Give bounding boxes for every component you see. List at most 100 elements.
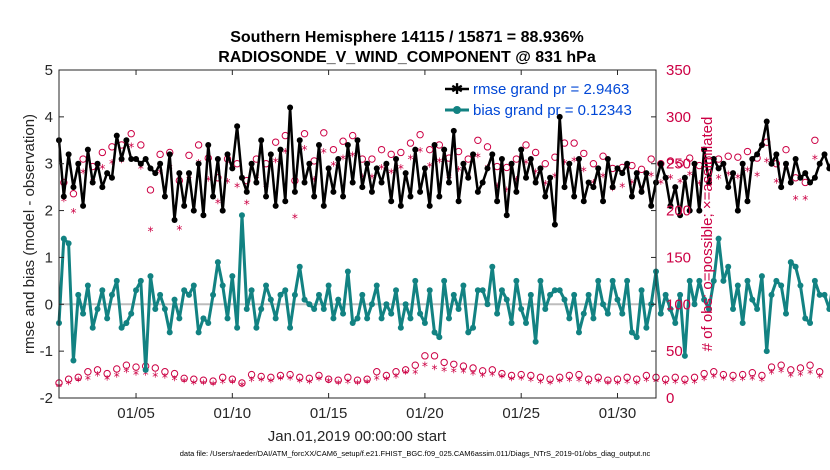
rmse-point [373, 165, 380, 172]
bias-point [773, 277, 780, 284]
x-axis-label: Jan.01,2019 00:00:00 start [268, 428, 447, 445]
rmse-point [811, 174, 818, 181]
obs-possible-point [565, 371, 574, 380]
obs-possible-point [122, 361, 131, 369]
rmse-point [359, 184, 366, 191]
obs-assimilated-point: * [181, 376, 187, 390]
rmse-point [450, 127, 457, 134]
rmse-point [600, 198, 607, 205]
obs-possible-point [387, 150, 395, 159]
obs-possible-point [180, 374, 188, 383]
bias-point [267, 296, 274, 303]
obs-assimilated-point: * [552, 170, 558, 184]
rmse-point [479, 179, 486, 186]
bias-point [542, 305, 549, 312]
obs-possible-point [127, 130, 135, 138]
bias-point [547, 291, 554, 298]
obs-assimilated-point: * [210, 378, 216, 392]
obs-assimilated-point: * [663, 377, 669, 391]
bias-point [537, 277, 544, 284]
obs-assimilated-point: * [80, 167, 86, 181]
obs-assimilated-point: * [350, 150, 356, 164]
rmse-point [518, 146, 525, 153]
obs-possible-point [469, 364, 477, 372]
bias-point [89, 324, 96, 331]
obs-possible-point [777, 361, 785, 369]
obs-assimilated-point: * [701, 374, 707, 388]
rmse-point [595, 165, 602, 172]
obs-assimilated-point: * [441, 364, 447, 378]
rmse-point [604, 156, 611, 163]
bias-point [282, 287, 289, 294]
bias-point [330, 315, 337, 322]
bias-point [484, 301, 491, 308]
obs-possible-point [488, 366, 497, 374]
obs-assimilated-point: * [470, 368, 476, 382]
obs-possible-point [339, 137, 347, 145]
obs-assimilated-point: * [316, 374, 322, 388]
rmse-point [826, 165, 830, 172]
rmse-point [705, 179, 712, 186]
rmse-point [638, 188, 645, 195]
rmse-point [190, 207, 197, 214]
obs-possible-point [815, 368, 824, 376]
obs-assimilated-point: * [95, 369, 101, 383]
bias-point [108, 291, 115, 298]
rmse-point [99, 184, 106, 191]
bias-point [128, 310, 135, 317]
rmse-point [383, 160, 390, 167]
obs-possible-point [748, 368, 756, 377]
bias-point [426, 287, 433, 294]
obs-possible-point [185, 151, 193, 159]
obs-assimilated-point: * [225, 176, 231, 190]
obs-assimilated-point: * [605, 377, 611, 391]
obs-assimilated-point: * [147, 225, 153, 239]
rmse-point [590, 184, 597, 191]
obs-possible-point [406, 139, 415, 147]
rmse-point [229, 165, 236, 172]
bias-point [609, 277, 616, 284]
bias-point [643, 324, 650, 331]
obs-possible-point [305, 374, 314, 383]
rmse-point [513, 188, 520, 195]
bias-point [344, 268, 351, 275]
rmse-point [311, 193, 318, 200]
obs-assimilated-point: * [562, 157, 568, 171]
obs-possible-point [767, 363, 776, 371]
obs-possible-point [787, 366, 795, 374]
rmse-point [571, 193, 578, 200]
bias-point [147, 273, 154, 280]
rmse-point [200, 212, 207, 219]
obs-possible-point [782, 145, 790, 154]
obs-assimilated-point: * [533, 167, 539, 181]
obs-possible-point [686, 154, 694, 162]
obs-assimilated-point: * [730, 375, 736, 389]
obs-assimilated-point: * [403, 367, 409, 381]
bias-point [763, 348, 770, 355]
rmse-point [566, 160, 573, 167]
rmse-point [441, 146, 448, 153]
rmse-point [489, 151, 496, 158]
rmse-point [426, 202, 433, 209]
rmse-point [484, 165, 491, 172]
rmse-point [330, 188, 337, 195]
rmse-point [494, 198, 501, 205]
obs-assimilated-point: * [817, 371, 823, 385]
obs-possible-point [194, 141, 203, 149]
bias-point [407, 315, 414, 322]
bias-point [431, 329, 438, 336]
obs-assimilated-point: * [234, 181, 240, 195]
bias-point [705, 305, 712, 312]
obs-possible-point [536, 373, 545, 382]
obs-assimilated-point: * [335, 377, 341, 391]
obs-possible-point [324, 375, 333, 383]
bias-point [157, 291, 164, 298]
obs-assimilated-point: * [244, 198, 250, 212]
rmse-point [792, 156, 799, 163]
bias-point [802, 315, 809, 322]
obs-assimilated-point: * [658, 177, 664, 191]
bias-point [234, 324, 241, 331]
rmse-point [65, 151, 72, 158]
obs-assimilated-point: * [475, 151, 481, 165]
bias-point [238, 212, 245, 219]
